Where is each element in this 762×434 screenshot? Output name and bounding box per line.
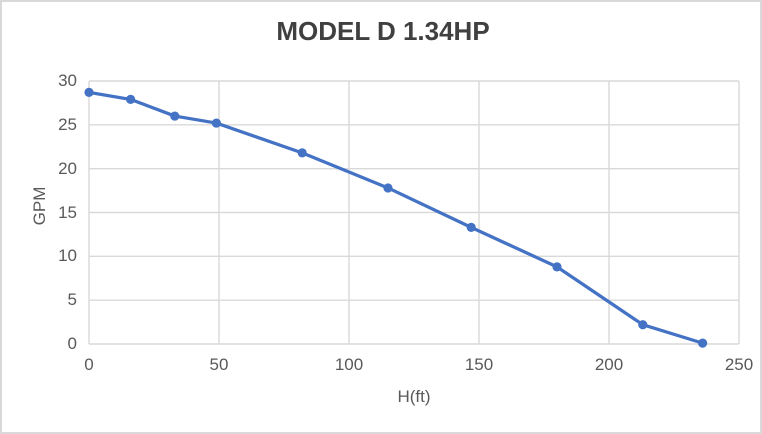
- y-tick-label: 0: [67, 334, 77, 353]
- x-tick-label: 200: [594, 355, 624, 374]
- data-point-marker: [126, 94, 136, 105]
- data-point-marker: [170, 111, 180, 121]
- series-line: [87, 90, 705, 345]
- y-tick-label: 15: [58, 202, 77, 222]
- chart-title: MODEL D 1.34HP: [276, 16, 490, 46]
- x-axis-title: H(ft): [397, 387, 431, 406]
- y-tick-label: 30: [58, 71, 77, 90]
- data-point-marker: [211, 118, 221, 128]
- y-tick-label: 10: [58, 246, 77, 266]
- y-axis-title: GPM: [30, 186, 49, 226]
- data-point-marker: [552, 262, 562, 272]
- x-tick-label: 100: [334, 355, 364, 374]
- data-point-marker: [698, 338, 708, 348]
- data-point-marker: [638, 320, 648, 330]
- x-tick-label: 0: [84, 355, 94, 374]
- y-tick-label: 20: [58, 158, 77, 178]
- data-point-marker: [383, 183, 393, 193]
- y-tick-label: 25: [58, 114, 77, 134]
- data-point-marker: [466, 222, 476, 233]
- y-tick-label: 5: [67, 290, 77, 310]
- data-point-marker: [84, 87, 94, 97]
- x-tick-label: 150: [464, 355, 494, 374]
- data-point-marker: [297, 148, 307, 158]
- x-tick-label: 50: [209, 355, 229, 374]
- x-tick-label: 250: [724, 355, 754, 374]
